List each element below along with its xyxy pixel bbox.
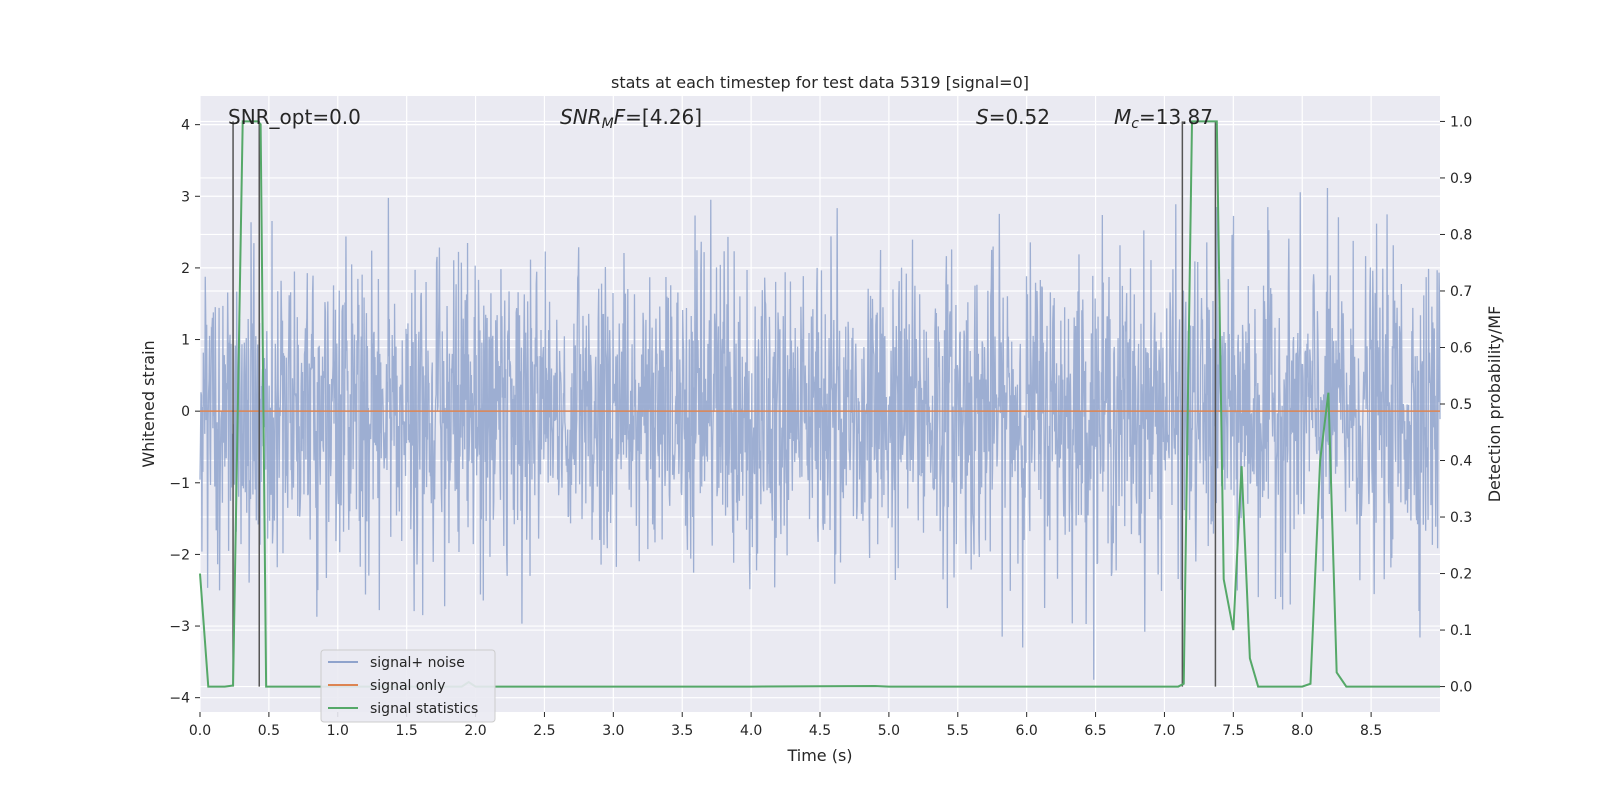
x-tick-label: 3.5: [671, 723, 693, 739]
x-tick-label: 3.0: [602, 723, 624, 739]
x-tick-label: 8.0: [1291, 723, 1313, 739]
x-tick-label: 1.0: [327, 723, 349, 739]
x-axis-label: Time (s): [786, 746, 852, 765]
y-axis-label: Whitened strain: [139, 340, 158, 467]
y2-axis-ticks: 1.0 0.9 0.8 0.7 0.6 0.5 0.4 0.3 0.2 0.1 0.0: [1440, 114, 1472, 696]
x-tick-label: 5.5: [947, 723, 969, 739]
y2-tick-label: 1.0: [1450, 114, 1472, 130]
annotation-s-symbol: S: [976, 105, 989, 129]
annotation-snr-mf-f: F: [614, 105, 626, 129]
y-tick-label: 2: [181, 261, 190, 277]
annotation-mc-symbol: M: [1114, 105, 1131, 129]
y-tick-label: −4: [169, 691, 190, 707]
x-tick-label: 0.5: [258, 723, 280, 739]
y2-tick-label: 0.3: [1450, 510, 1472, 526]
legend-box: [320, 649, 496, 723]
x-tick-label: 2.0: [464, 723, 486, 739]
y-tick-label: 1: [181, 333, 190, 349]
y2-tick-label: 0.0: [1450, 680, 1472, 696]
legend-label-signal-statistics: signal statistics: [370, 701, 478, 717]
y2-tick-label: 0.9: [1450, 171, 1472, 187]
annotation-snr-opt: SNR_opt=0.0: [228, 105, 361, 129]
y2-tick-label: 0.6: [1450, 340, 1472, 356]
y2-tick-label: 0.4: [1450, 454, 1472, 470]
annotation-snr-mf-symbol: SNR: [560, 105, 602, 129]
y-tick-label: −3: [169, 619, 190, 635]
chart-title: stats at each timestep for test data 531…: [611, 73, 1029, 92]
annotation-snr-mf-subscript: M: [602, 116, 614, 132]
annotation-snr-mf: SNRMF=[4.26]: [560, 105, 702, 132]
y2-tick-label: 0.8: [1450, 227, 1472, 243]
y-tick-label: 3: [181, 189, 190, 205]
legend-label-signal-only: signal only: [370, 678, 445, 694]
legend: signal+ noise signal only signal statist…: [320, 649, 496, 723]
annotation-mc-value: =13.87: [1139, 105, 1213, 129]
y2-tick-label: 0.5: [1450, 397, 1472, 413]
x-tick-label: 0.0: [189, 723, 211, 739]
y-tick-label: −1: [169, 476, 190, 492]
vertical-markers: [232, 121, 1217, 687]
annotation-s: S=0.52: [976, 105, 1050, 129]
y-tick-label: −2: [169, 547, 190, 563]
x-tick-label: 7.5: [1222, 723, 1244, 739]
y2-axis-label: Detection probability/MF: [1485, 306, 1504, 503]
signal-noise-series: [199, 187, 1441, 680]
annotation-mc-subscript: c: [1131, 116, 1139, 132]
x-tick-label: 8.5: [1360, 723, 1382, 739]
signal-noise-path: [199, 187, 1441, 680]
legend-label-signal-noise: signal+ noise: [370, 655, 465, 671]
x-tick-label: 5.0: [878, 723, 900, 739]
annotation-snr-mf-value: =[4.26]: [625, 105, 702, 129]
x-tick-label: 4.0: [740, 723, 762, 739]
x-tick-label: 4.5: [809, 723, 831, 739]
x-tick-label: 7.0: [1153, 723, 1175, 739]
y2-tick-label: 0.2: [1450, 567, 1472, 583]
y2-tick-label: 0.1: [1450, 623, 1472, 639]
x-tick-label: 6.0: [1016, 723, 1038, 739]
x-tick-label: 2.5: [533, 723, 555, 739]
signal-statistics-line: [199, 120, 1440, 688]
y2-tick-label: 0.7: [1450, 284, 1472, 300]
y-tick-label: 0: [181, 404, 190, 420]
y-axis-ticks: 4 3 2 1 0 −1 −2 −3 −4: [169, 118, 200, 707]
x-tick-label: 1.5: [396, 723, 418, 739]
x-tick-label: 6.5: [1084, 723, 1106, 739]
x-axis-ticks: 0.0 0.5 1.0 1.5 2.0 2.5 3.0 3.5 4.0 4.5 5.0 5.5 6.0 6…: [189, 712, 1382, 739]
annotation-mc: Mc=13.87: [1114, 105, 1213, 132]
y-tick-label: 4: [181, 118, 190, 134]
annotation-s-value: =0.52: [989, 105, 1050, 129]
